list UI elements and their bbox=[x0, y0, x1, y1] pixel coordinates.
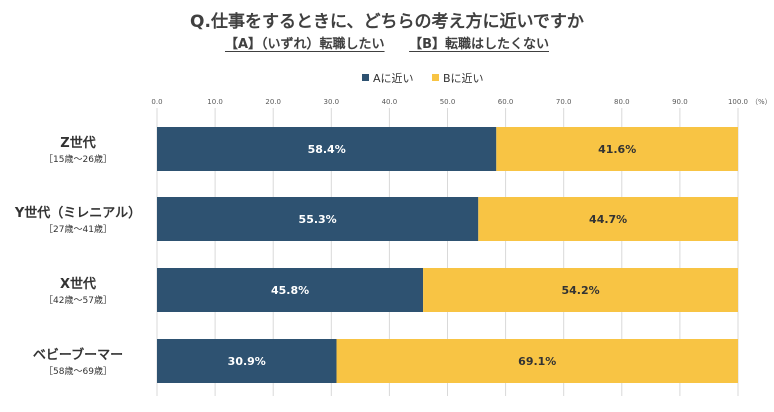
x-tick-label: 70.0 bbox=[556, 98, 572, 106]
x-axis-ticks: 0.0 10.0 20.0 30.0 40.0 50.0 60.0 70.0 80.0 90.0 1… bbox=[151, 98, 771, 106]
chart-subtitle: 【A】（いずれ）転職したい 【B】転職はしたくない bbox=[0, 33, 774, 52]
value-label-b-4: 69.1% bbox=[518, 355, 556, 368]
value-label-b-3: 54.2% bbox=[561, 284, 599, 297]
category-name-1: Z世代 bbox=[60, 135, 95, 151]
x-tick-label: 20.0 bbox=[265, 98, 281, 106]
value-label-a-3: 45.8% bbox=[271, 284, 309, 297]
x-tick-label: 50.0 bbox=[440, 98, 456, 106]
legend-swatch-2 bbox=[432, 74, 439, 81]
value-label-a-2: 55.3% bbox=[299, 213, 337, 226]
x-tick-label: 80.0 bbox=[614, 98, 630, 106]
category-labels: Z世代 ［15歳～26歳］ Y世代（ミレニアル） ［27歳～41歳］ X世代 ［42歳～5… bbox=[14, 135, 141, 377]
category-age-range-2: ［27歳～41歳］ bbox=[44, 223, 112, 235]
bar-b-4 bbox=[336, 339, 738, 383]
x-tick-label: 10.0 bbox=[207, 98, 223, 106]
bars: 58.4% 41.6% 55.3% 44.7% 45.8% 54.2% 30.9% 69.1% bbox=[157, 127, 738, 383]
bar-a-3 bbox=[157, 268, 424, 312]
category-name-4: ベビーブーマー bbox=[33, 347, 123, 363]
bar-a-2 bbox=[157, 197, 479, 241]
subtitle-option-b: 【B】転職はしたくない bbox=[409, 37, 549, 52]
bar-a-4 bbox=[157, 339, 337, 383]
category-age-range-3: ［42歳～57歳］ bbox=[44, 294, 112, 306]
chart-title: Q.仕事をするときに、どちらの考え方に近いですか bbox=[190, 12, 584, 32]
legend-swatch-1 bbox=[362, 74, 369, 81]
bar-b-3 bbox=[423, 268, 738, 312]
x-tick-label: 0.0 bbox=[151, 98, 162, 106]
category-name-2: Y世代（ミレニアル） bbox=[14, 205, 141, 221]
category-age-range-4: ［58歳～69歳］ bbox=[44, 365, 112, 377]
legend-label-1: Aに近い bbox=[373, 72, 414, 85]
value-label-a-1: 58.4% bbox=[308, 143, 346, 156]
legend: Aに近い Bに近い bbox=[362, 72, 484, 85]
x-tick-label: 90.0 bbox=[672, 98, 688, 106]
category-age-range-1: ［15歳～26歳］ bbox=[44, 153, 112, 165]
x-tick-label: 40.0 bbox=[382, 98, 398, 106]
x-tick-label: 60.0 bbox=[498, 98, 514, 106]
value-label-b-2: 44.7% bbox=[589, 213, 627, 226]
x-tick-label: 100.0 bbox=[728, 98, 748, 106]
value-label-b-1: 41.6% bbox=[598, 143, 636, 156]
bar-a-1 bbox=[157, 127, 497, 171]
bar-b-1 bbox=[496, 127, 738, 171]
subtitle-option-a: 【A】（いずれ）転職したい bbox=[224, 37, 385, 52]
legend-label-2: Bに近い bbox=[443, 72, 484, 85]
x-axis-unit: （%） bbox=[751, 98, 772, 106]
bar-b-2 bbox=[478, 197, 738, 241]
category-name-3: X世代 bbox=[60, 276, 96, 292]
x-tick-label: 30.0 bbox=[324, 98, 340, 106]
value-label-a-4: 30.9% bbox=[228, 355, 266, 368]
